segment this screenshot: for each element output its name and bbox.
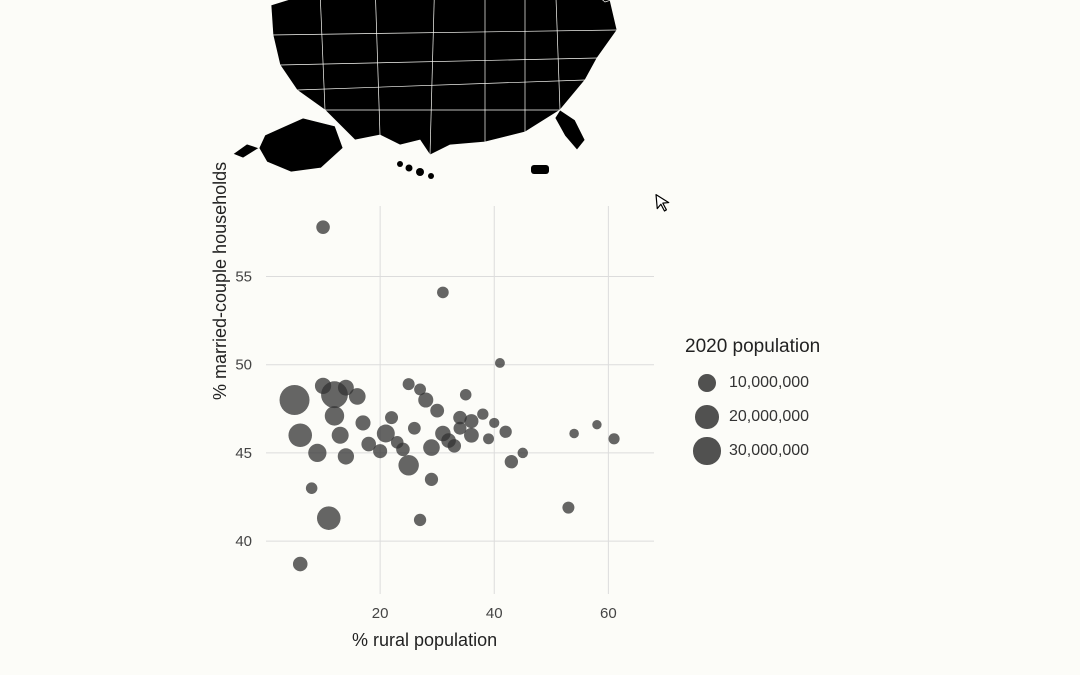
scatter-point	[483, 433, 494, 444]
legend-swatch	[685, 405, 729, 429]
scatter-point	[396, 443, 410, 457]
scatter-point	[499, 426, 511, 438]
scatter-point	[408, 422, 421, 435]
scatter-point	[316, 220, 330, 234]
scatter-point	[608, 433, 619, 444]
y-tick-label: 40	[235, 533, 252, 550]
legend-title: 2020 population	[685, 336, 820, 358]
x-tick-label: 60	[600, 605, 617, 622]
scatter-point	[355, 415, 370, 430]
y-tick-label: 50	[235, 357, 252, 374]
legend-label: 10,000,000	[729, 374, 809, 392]
scatter-point	[592, 420, 601, 429]
legend-row: 30,000,000	[685, 434, 820, 468]
scatter-point	[464, 428, 479, 443]
scatter-point	[464, 414, 478, 428]
legend-label: 20,000,000	[729, 408, 809, 426]
legend-swatch	[685, 437, 729, 464]
scatter-point	[569, 429, 579, 439]
scatter-point	[495, 358, 505, 368]
legend-label: 30,000,000	[729, 442, 809, 460]
scatter-point	[414, 514, 426, 526]
scatter-point	[418, 392, 433, 407]
size-legend: 2020 population 10,000,000 20,000,000 30,0…	[685, 336, 820, 468]
figure-stage: % married-couple households 40455055 204…	[0, 0, 1080, 675]
scatter-point	[373, 444, 387, 458]
scatter-point	[338, 448, 354, 464]
scatter-point	[332, 427, 349, 444]
scatter-point	[477, 408, 488, 419]
scatter-point	[460, 389, 472, 401]
scatter-point	[398, 455, 418, 475]
scatter-point	[423, 439, 440, 456]
scatter-point	[308, 444, 326, 462]
x-tick-label: 40	[486, 605, 503, 622]
legend-swatch	[685, 374, 729, 393]
legend-row: 20,000,000	[685, 400, 820, 434]
scatter-plot: 40455055 204060	[260, 200, 660, 600]
scatter-point	[489, 418, 499, 428]
scatter-point	[425, 473, 438, 486]
scatter-point	[306, 482, 318, 494]
scatter-point	[349, 388, 366, 405]
scatter-point	[325, 406, 344, 425]
y-tick-label: 55	[235, 269, 252, 286]
scatter-point	[518, 448, 528, 458]
scatter-point	[505, 455, 518, 468]
scatter-point	[280, 385, 310, 415]
us-map	[225, 0, 665, 190]
x-tick-label: 20	[372, 605, 389, 622]
scatter-point	[317, 506, 341, 530]
scatter-point	[448, 439, 461, 452]
scatter-point	[403, 378, 415, 390]
legend-row: 10,000,000	[685, 366, 820, 400]
scatter-point	[288, 423, 312, 447]
scatter-point	[293, 557, 308, 572]
y-axis-title: % married-couple households	[210, 162, 231, 400]
x-axis-title: % rural population	[352, 630, 497, 651]
scatter-point	[437, 287, 449, 299]
scatter-point	[562, 502, 574, 514]
y-tick-label: 45	[235, 445, 252, 462]
scatter-point	[430, 404, 444, 418]
scatter-point	[385, 411, 398, 424]
